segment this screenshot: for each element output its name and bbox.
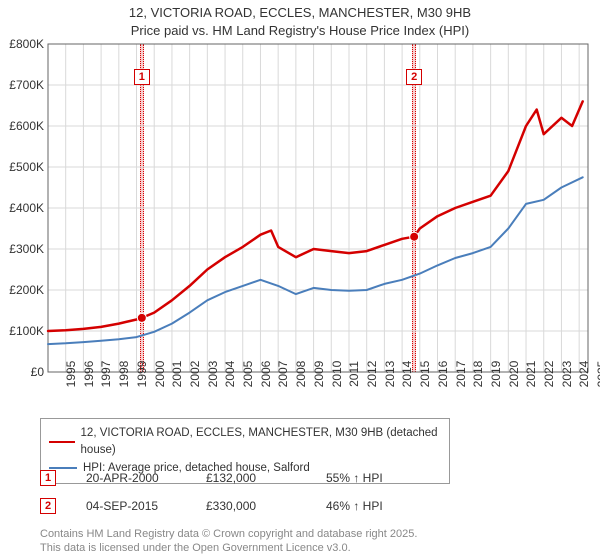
y-tick-label: £100K	[9, 324, 48, 338]
chart-title: 12, VICTORIA ROAD, ECCLES, MANCHESTER, M…	[0, 0, 600, 39]
sale-row-2: 2 04-SEP-2015 £330,000 46% ↑ HPI	[40, 498, 416, 514]
footer-note: Contains HM Land Registry data © Crown c…	[40, 528, 417, 556]
legend-item: 12, VICTORIA ROAD, ECCLES, MANCHESTER, M…	[49, 425, 441, 460]
y-tick-label: £600K	[9, 119, 48, 133]
sale-row-badge: 2	[40, 498, 56, 514]
sale-marker-badge-1: 1	[134, 69, 150, 85]
sale-row-badge: 1	[40, 470, 56, 486]
sale-price: £132,000	[206, 471, 296, 485]
legend-label: 12, VICTORIA ROAD, ECCLES, MANCHESTER, M…	[81, 425, 441, 460]
footer-line-2: This data is licensed under the Open Gov…	[40, 542, 351, 554]
title-line-2: Price paid vs. HM Land Registry's House …	[131, 23, 469, 38]
y-tick-label: £800K	[9, 37, 48, 51]
sale-date: 20-APR-2000	[86, 471, 176, 485]
title-line-1: 12, VICTORIA ROAD, ECCLES, MANCHESTER, M…	[129, 5, 471, 20]
sale-price: £330,000	[206, 499, 296, 513]
sale-row-1: 1 20-APR-2000 £132,000 55% ↑ HPI	[40, 470, 416, 486]
sale-marker-badge-2: 2	[406, 69, 422, 85]
sale-delta: 46% ↑ HPI	[326, 499, 416, 513]
plot-svg	[48, 44, 588, 372]
y-tick-label: £200K	[9, 283, 48, 297]
y-tick-label: £300K	[9, 242, 48, 256]
legend-swatch	[49, 467, 77, 469]
sale-date: 04-SEP-2015	[86, 499, 176, 513]
footer-line-1: Contains HM Land Registry data © Crown c…	[40, 528, 417, 540]
plot-area: £0£100K£200K£300K£400K£500K£600K£700K£80…	[48, 44, 588, 372]
sale-delta: 55% ↑ HPI	[326, 471, 416, 485]
y-tick-label: £500K	[9, 160, 48, 174]
x-tick-label: 2025	[579, 361, 600, 388]
legend-swatch	[49, 441, 75, 443]
y-tick-label: £400K	[9, 201, 48, 215]
y-tick-label: £0	[31, 365, 48, 379]
chart-container: 12, VICTORIA ROAD, ECCLES, MANCHESTER, M…	[0, 0, 600, 560]
y-tick-label: £700K	[9, 78, 48, 92]
